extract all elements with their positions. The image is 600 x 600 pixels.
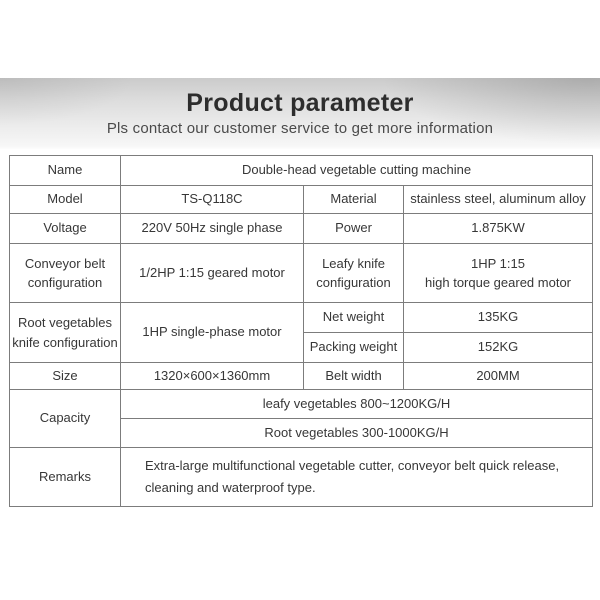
row-root-knife-net-weight: Root vegetables knife configuration 1HP … [9, 302, 594, 363]
material-label-cell: Material [303, 185, 404, 214]
power-label-cell: Power [303, 213, 404, 244]
name-value-cell: Double-head vegetable cutting machine [119, 155, 594, 186]
capacity-leafy-value-cell: leafy vegetables 800~1200KG/H [119, 389, 594, 419]
row-packing-weight: Packing weight 152KG [10, 332, 594, 363]
row-model-material: Model TS-Q118C Material stainless steel,… [9, 185, 594, 214]
page-subtitle: Pls contact our customer service to get … [106, 120, 494, 138]
capacity-label-cell: Capacity [9, 389, 121, 448]
material-value-cell: stainless steel, aluminum alloy [402, 185, 594, 214]
conveyor-label-cell: Conveyor belt configuration [9, 243, 121, 303]
row-capacity-leafy: Capacity leafy vegetables 800~1200KG/H [9, 389, 594, 448]
leafy-knife-label-cell: Leafy knife configuration [303, 243, 404, 303]
row-voltage-power: Voltage 220V 50Hz single phase Power 1.8… [9, 213, 594, 244]
row-size-belt-width: Size 1320×600×1360mm Belt width 200MM [9, 362, 594, 390]
belt-width-label-cell: Belt width [303, 362, 404, 390]
net-weight-label-cell: Net weight [303, 302, 404, 333]
row-name: Name Double-head vegetable cutting machi… [9, 155, 594, 186]
remarks-label-cell: Remarks [9, 447, 121, 507]
model-label-cell: Model [9, 185, 121, 214]
power-value-cell: 1.875KW [402, 213, 594, 244]
page-title: Product parameter [186, 88, 414, 117]
name-label-cell: Name [9, 155, 121, 186]
row-remarks: Remarks Extra-large multifunctional vege… [9, 447, 594, 507]
product-parameter-table: Name Double-head vegetable cutting machi… [9, 155, 594, 507]
belt-width-value-cell: 200MM [402, 362, 594, 390]
header-band: Product parameter Pls contact our custom… [0, 78, 600, 149]
root-knife-value-cell: 1HP single-phase motor [120, 302, 304, 363]
root-knife-label-cell: Root vegetables knife configuration [9, 302, 121, 363]
row-motor-config: Conveyor belt configuration 1/2HP 1:15 g… [9, 243, 594, 303]
remarks-value-cell: Extra-large multifunctional vegetable cu… [119, 447, 594, 507]
net-weight-value-cell: 135KG [402, 302, 594, 333]
packing-weight-label-cell: Packing weight [303, 332, 404, 363]
voltage-value-cell: 220V 50Hz single phase [120, 213, 304, 244]
conveyor-value-cell: 1/2HP 1:15 geared motor [120, 243, 304, 303]
size-label-cell: Size [9, 362, 121, 390]
leafy-knife-value-cell: 1HP 1:15 high torque geared motor [402, 243, 594, 303]
model-value-cell: TS-Q118C [120, 185, 304, 214]
size-value-cell: 1320×600×1360mm [120, 362, 304, 390]
voltage-label-cell: Voltage [9, 213, 121, 244]
capacity-root-value-cell: Root vegetables 300-1000KG/H [119, 418, 594, 448]
packing-weight-value-cell: 152KG [402, 332, 594, 363]
